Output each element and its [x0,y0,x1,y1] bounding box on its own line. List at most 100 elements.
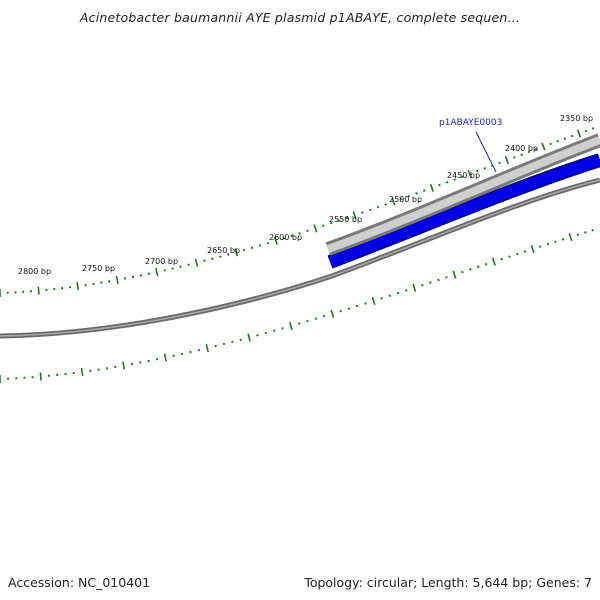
tick-label: 2600 bp [269,233,302,242]
tick-mark [321,224,325,228]
tick-mark [467,169,472,178]
tick-mark [469,268,472,271]
tick-mark [539,245,542,248]
tick-mark [281,327,284,330]
tick-mark [460,175,464,179]
tick-mark [347,307,351,310]
tick-mark [147,272,151,276]
tick-mark [250,246,254,250]
tick-label: 2750 bp [82,264,115,273]
tick-mark [561,238,565,241]
tick-mark [298,232,301,235]
tick-mark [339,309,342,313]
tick-mark [520,153,523,156]
tick-mark [445,276,448,279]
plasmid-backbone [0,177,600,339]
tick-mark [76,282,80,291]
tick-mark [549,142,552,146]
tick-mark [122,361,126,370]
tick-mark [445,181,449,184]
tick-mark [534,147,538,151]
tick-mark [415,192,418,195]
tick-mark [80,367,84,377]
tick-mark [376,205,380,209]
tick-mark [247,333,251,342]
tick-mark [214,344,217,348]
tick-mark [568,232,573,242]
tick-mark [452,270,457,279]
tick-mark [576,233,580,237]
inner-tick-ring [0,228,594,384]
tick-mark [584,231,587,234]
tick-mark [361,211,364,214]
tick-label: 2700 bp [145,257,178,266]
tick-mark [306,229,309,233]
tick-mark [576,129,582,138]
tick-mark [483,167,486,170]
tick-mark [171,267,174,270]
tick-mark [437,278,440,282]
tick-mark [475,169,479,173]
tick-mark [491,257,496,266]
tick-mark [484,262,488,266]
tick-label: 2550 bp [329,215,362,224]
tick-mark [272,329,276,332]
tick-mark [355,304,359,308]
tick-labels: 2350 bp 2400 bp 2450 bp 2500 bp 2550 bp 2600 … [18,114,593,276]
tick-mark [282,237,286,240]
tick-label: 2350 bp [560,114,593,123]
tick-mark [187,263,190,267]
tick-mark [504,156,510,165]
tick-mark [527,150,531,154]
tick-mark [391,197,396,206]
tick-mark [337,219,341,222]
tick-mark [205,344,209,353]
tick-mark [388,294,392,298]
tick-mark [412,283,417,292]
tick-mark [313,224,318,233]
tick-mark [421,283,424,287]
tick-mark [490,164,494,167]
tick-mark [591,228,594,232]
tick-mark [289,321,293,331]
tick-mark [453,178,456,181]
tick-mark [371,296,376,305]
tick-mark [429,281,432,284]
tick-label: 2800 bp [18,267,51,276]
tick-mark [256,334,259,337]
tick-mark [219,255,222,258]
tick-mark [231,340,234,344]
tick-label: 2450 bp [447,171,480,180]
tick-mark [554,240,557,244]
map-title: Acinetobacter baumannii AYE plasmid p1AB… [79,10,521,25]
tick-mark [345,216,349,220]
tick-mark [239,338,242,341]
tick-mark [322,314,326,318]
tick-mark [197,348,201,352]
tick-mark [211,257,214,260]
tick-mark [584,129,588,133]
tick-mark [306,319,309,323]
tick-mark [329,221,333,225]
tick-mark [314,317,318,320]
tick-mark [330,309,335,318]
tick-mark [516,252,519,256]
tick-mark [203,259,206,263]
tick-mark [194,258,199,267]
tick-mark [266,241,270,245]
accession-label: Accession: NC_010401 [8,575,151,590]
tick-mark [234,248,239,257]
tick-label: 2400 bp [505,144,538,153]
tick-mark [227,253,230,256]
tick-mark [384,203,388,206]
tick-mark [39,372,42,381]
tick-mark [523,250,527,253]
tick-mark [37,286,40,295]
tick-mark [422,189,426,192]
gene-label-p1ABAYE0003[interactable]: p1ABAYE0003 [439,118,502,128]
tick-mark [429,183,434,192]
outer-tick-ring [0,127,595,298]
tick-mark [508,255,511,258]
tick-mark [541,142,546,151]
